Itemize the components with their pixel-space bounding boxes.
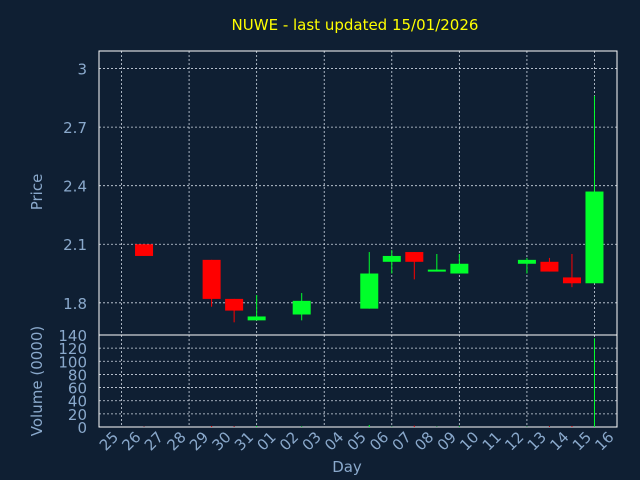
price-axis-label: Price [28,174,46,211]
volume-plot-border [98,334,618,428]
volume-y-tick-label: 100 [58,353,87,371]
x-ticks: 2526272829303101020304050607080910111213… [96,428,618,454]
volume-y-tick-label: 120 [58,340,87,358]
candle-body [382,255,401,262]
candles [135,95,604,323]
candle-body [450,263,469,274]
volume-y-tick-label: 60 [68,380,87,398]
candle-body [585,191,604,284]
candle-body [427,269,446,272]
chart-title: NUWE - last updated 15/01/2026 [232,16,479,34]
volume-y-tick-label: 20 [68,406,87,424]
candle-body [225,298,244,311]
x-axis-label: Day [332,458,362,476]
price-grid [99,51,617,335]
volume-y-tick-label: 0 [77,419,87,437]
candle-body [292,300,311,315]
price-y-tick-label: 2.4 [63,178,87,196]
price-y-tick-label: 2.1 [63,236,87,254]
volume-y-tick-label: 40 [68,393,87,411]
candle-body [202,259,221,299]
candle-body [517,259,536,264]
volume-bars [143,338,595,427]
price-y-tick-label: 2.7 [63,119,87,137]
candle-body [135,244,154,256]
candle-body [540,261,559,272]
candle-body [360,273,379,309]
volume-y-tick-label: 80 [68,366,87,384]
candle-body [247,316,266,321]
volume-y-tick-label: 140 [58,327,87,345]
volume-axis-label: Volume (0000) [28,326,46,436]
candle-body [405,252,424,262]
price-y-tick-label: 1.8 [63,295,87,313]
price-y-tick-label: 3 [77,61,87,79]
candle-body [562,277,581,284]
price-y-ticks: 1.8 2.1 2.4 2.7 3 [63,61,87,313]
